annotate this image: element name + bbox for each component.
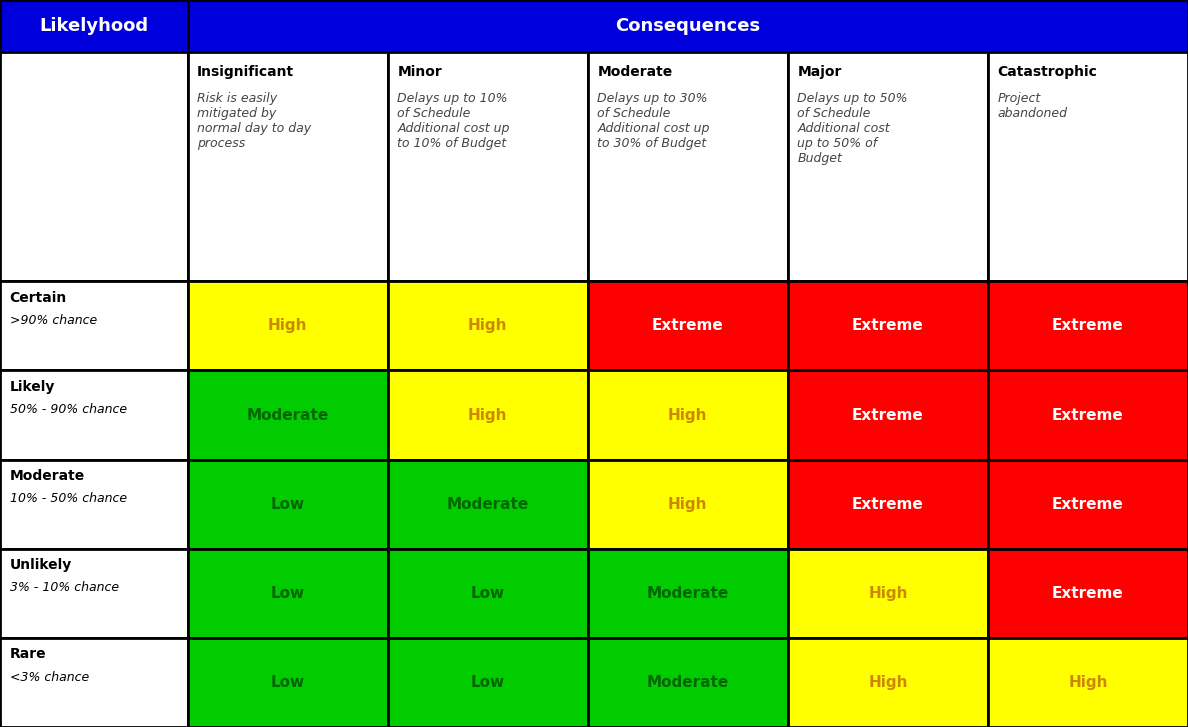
Text: Delays up to 10%
of Schedule
Additional cost up
to 10% of Budget: Delays up to 10% of Schedule Additional … [397,92,510,150]
Bar [188,281,387,371]
Bar [0,459,188,549]
Text: Catastrophic: Catastrophic [998,65,1098,79]
Bar [387,281,588,371]
Bar [0,281,188,371]
Bar [188,0,1188,52]
Bar [387,52,588,281]
Text: Insignificant: Insignificant [197,65,295,79]
Text: Risk is easily
mitigated by
normal day to day
process: Risk is easily mitigated by normal day t… [197,92,311,150]
Bar [588,549,788,638]
Text: High: High [468,408,507,422]
Text: Extreme: Extreme [1053,497,1124,512]
Bar [0,371,188,459]
Text: High: High [668,408,708,422]
Text: Likely: Likely [10,380,55,394]
Text: High: High [268,318,308,334]
Bar [988,52,1188,281]
Bar [588,281,788,371]
Text: Extreme: Extreme [852,497,924,512]
Bar [0,638,188,727]
Bar [387,638,588,727]
Bar [588,459,788,549]
Bar [788,371,988,459]
Text: Moderate: Moderate [646,586,729,601]
Text: Minor: Minor [397,65,442,79]
Text: Project
abandoned: Project abandoned [998,92,1068,121]
Bar [788,549,988,638]
Text: Delays up to 50%
of Schedule
Additional cost
up to 50% of
Budget: Delays up to 50% of Schedule Additional … [797,92,908,165]
Bar [188,371,387,459]
Text: 10% - 50% chance: 10% - 50% chance [10,492,127,505]
Text: Low: Low [470,586,505,601]
Bar [188,459,387,549]
Bar [788,281,988,371]
Bar [387,549,588,638]
Bar [0,0,188,52]
Text: Extreme: Extreme [1053,318,1124,334]
Text: <3% chance: <3% chance [10,670,89,683]
Bar [0,549,188,638]
Text: Low: Low [470,675,505,690]
Text: Low: Low [271,497,305,512]
Text: Rare: Rare [10,647,46,662]
Text: Extreme: Extreme [1053,586,1124,601]
Text: Likelyhood: Likelyhood [39,17,148,35]
Text: 3% - 10% chance: 3% - 10% chance [10,582,119,595]
Text: Extreme: Extreme [652,318,723,334]
Bar [588,371,788,459]
Text: High: High [1068,675,1107,690]
Bar [788,638,988,727]
Bar [588,638,788,727]
Bar [387,459,588,549]
Bar [788,459,988,549]
Text: Major: Major [797,65,842,79]
Bar [387,371,588,459]
Text: Moderate: Moderate [10,469,84,483]
Text: Moderate: Moderate [598,65,672,79]
Bar [0,52,188,281]
Text: Consequences: Consequences [615,17,760,35]
Text: High: High [868,586,908,601]
Text: Moderate: Moderate [447,497,529,512]
Text: Extreme: Extreme [852,408,924,422]
Text: High: High [668,497,708,512]
Text: High: High [868,675,908,690]
Text: Extreme: Extreme [852,318,924,334]
Bar [988,549,1188,638]
Text: 50% - 90% chance: 50% - 90% chance [10,403,127,416]
Bar [988,459,1188,549]
Text: Low: Low [271,586,305,601]
Text: High: High [468,318,507,334]
Text: Extreme: Extreme [1053,408,1124,422]
Bar [588,52,788,281]
Bar [188,549,387,638]
Bar [788,52,988,281]
Text: Moderate: Moderate [646,675,729,690]
Text: Delays up to 30%
of Schedule
Additional cost up
to 30% of Budget: Delays up to 30% of Schedule Additional … [598,92,709,150]
Text: Moderate: Moderate [247,408,329,422]
Text: Low: Low [271,675,305,690]
Bar [988,281,1188,371]
Text: Certain: Certain [10,291,67,305]
Text: >90% chance: >90% chance [10,314,96,327]
Bar [188,52,387,281]
Bar [988,371,1188,459]
Bar [188,638,387,727]
Text: Unlikely: Unlikely [10,558,71,572]
Bar [988,638,1188,727]
